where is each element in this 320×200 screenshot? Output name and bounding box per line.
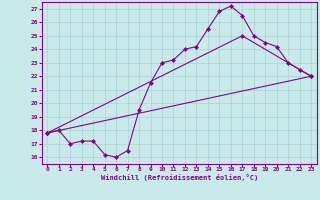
X-axis label: Windchill (Refroidissement éolien,°C): Windchill (Refroidissement éolien,°C)	[100, 174, 258, 181]
